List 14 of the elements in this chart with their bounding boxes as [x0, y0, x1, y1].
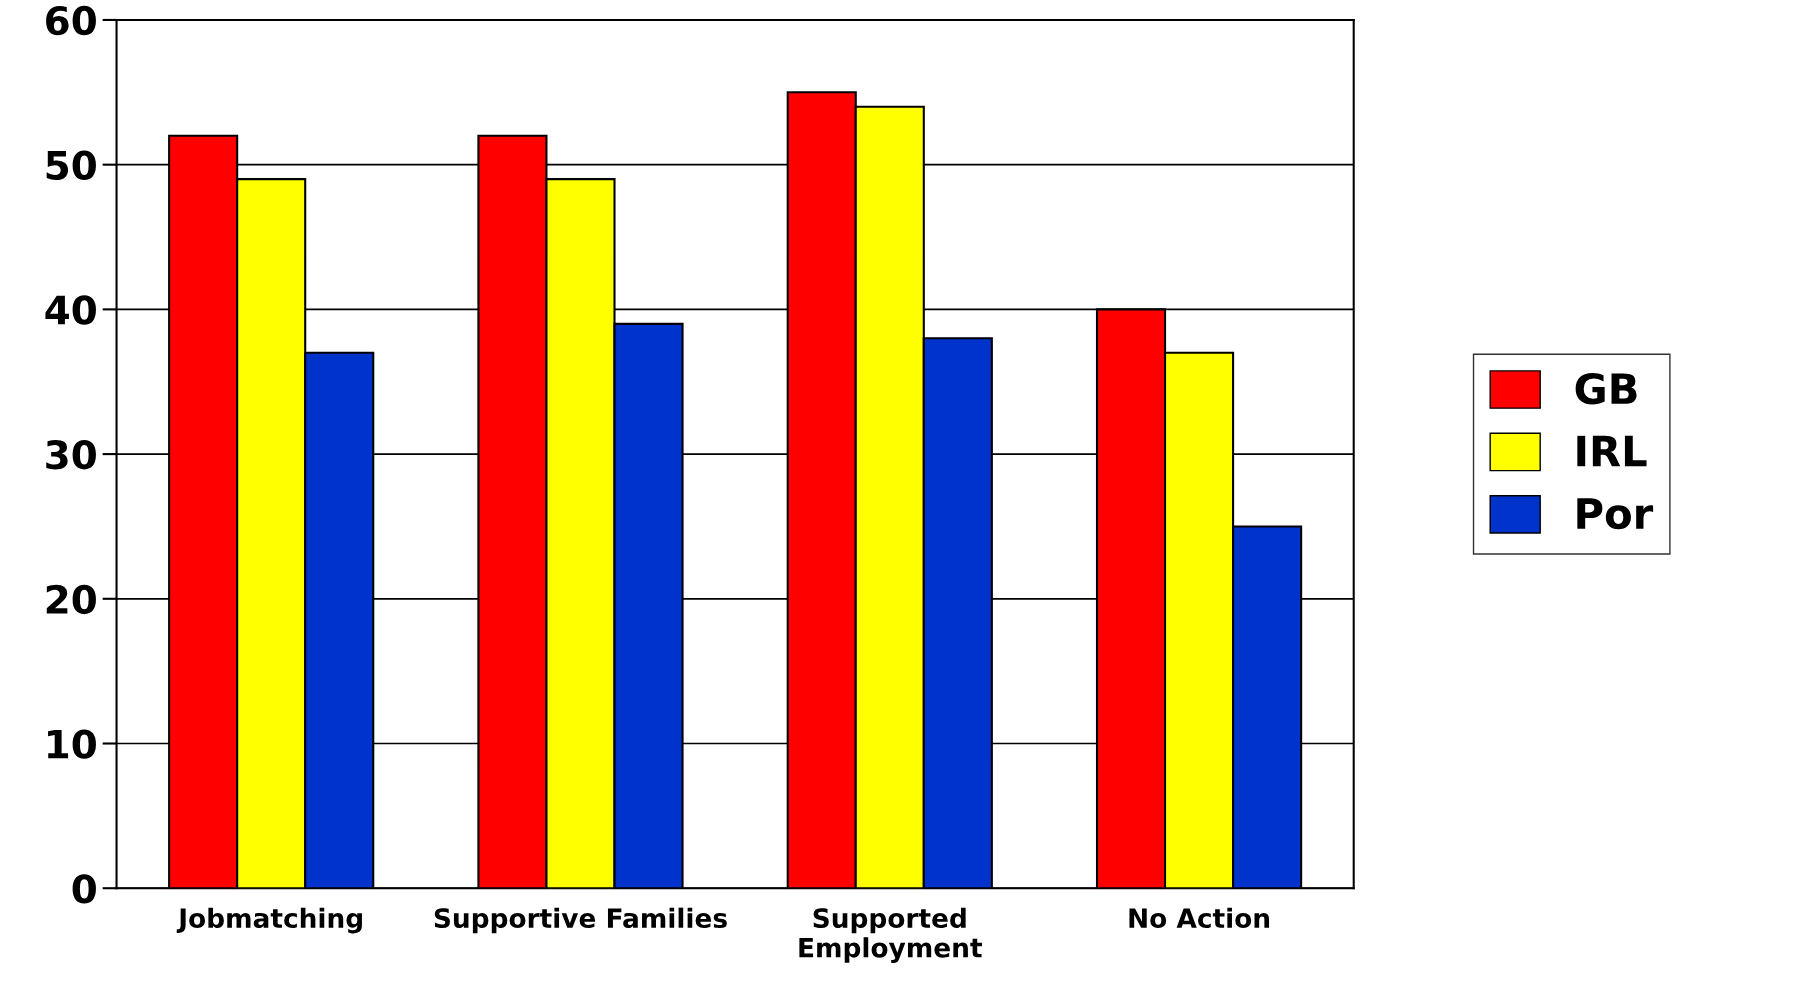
legend-label: IRL [1577, 435, 1647, 467]
y-tick-label: 10 [48, 729, 96, 759]
x-tick-label: Supportive Families [434, 907, 727, 934]
legend-label: GB [1575, 372, 1637, 405]
legend-label: Por [1577, 498, 1654, 530]
y-tick-label: 0 [72, 874, 96, 904]
y-tick-label: 30 [46, 440, 96, 470]
y-tick-label: 60 [46, 5, 96, 36]
x-tick-label: Jobmatching [176, 907, 362, 934]
x-tick-label: No Action [1129, 907, 1270, 929]
y-tick-label: 50 [46, 150, 96, 180]
x-tick-label: Supported Employment [799, 907, 982, 963]
y-tick-label: 20 [46, 584, 96, 615]
y-tick-label: 40 [45, 295, 96, 325]
